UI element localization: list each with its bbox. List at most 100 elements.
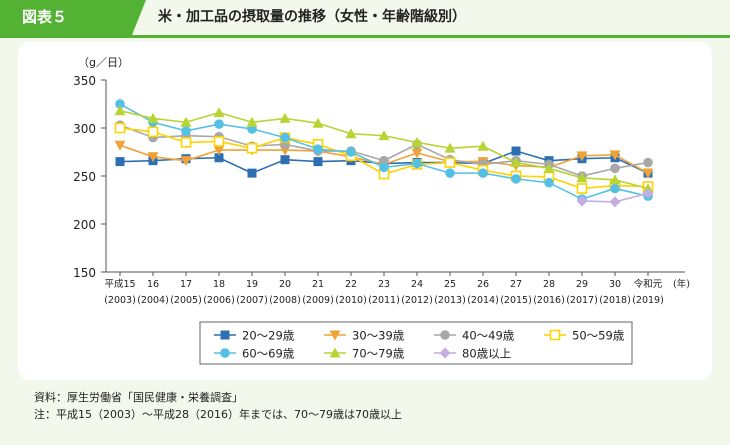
footnotes: 資料：厚生労働省「国民健康・栄養調査」 注：平成15（2003）～平成28（20… xyxy=(34,389,402,423)
data-point-series-4 xyxy=(379,162,389,173)
data-point-series-1 xyxy=(180,156,192,167)
data-point-series-4 xyxy=(115,99,125,109)
legend-label: 60～69歳 xyxy=(242,347,295,361)
line-chart: （g／日） 150 200 250 300 350 平成15 (2003) 16 (2004) 17… xyxy=(73,56,690,365)
data-point-series-0 xyxy=(511,146,521,156)
x-tick-label-year: (2011) xyxy=(368,295,400,306)
figure-header: 図表５ 米・加工品の摂取量の推移（女性・年齢階級別） xyxy=(0,0,730,38)
data-point-series-0 xyxy=(214,153,224,163)
data-point-series-3 xyxy=(147,126,159,138)
period-note: 注：平成15（2003）～平成28（2016）年までは、70～79歳は70歳以上 xyxy=(34,408,402,421)
data-point-series-4 xyxy=(412,158,422,169)
data-point-series-3 xyxy=(213,136,225,147)
chart-title: 米・加工品の摂取量の推移（女性・年齢階級別） xyxy=(158,9,466,25)
legend-label: 70～79歳 xyxy=(352,347,405,361)
x-tick-label-era: 30 xyxy=(609,279,621,290)
data-point-series-4 xyxy=(181,126,191,136)
data-point-series-4 xyxy=(214,119,224,129)
x-tick-label-era: 22 xyxy=(345,279,357,290)
legend-marker xyxy=(220,330,230,340)
legend-marker xyxy=(329,347,341,358)
data-point-series-0 xyxy=(247,168,257,178)
x-tick-label-era: 26 xyxy=(477,279,489,290)
x-tick-label-era: 18 xyxy=(213,279,225,290)
x-tick-label-year: (2007) xyxy=(236,295,268,306)
data-point-series-4 xyxy=(544,177,554,188)
legend-label: 80歳以上 xyxy=(462,347,511,361)
data-point-series-6 xyxy=(609,196,621,208)
data-point-series-3 xyxy=(114,122,126,134)
x-tick-label-era: 25 xyxy=(444,279,456,290)
data-point-series-5 xyxy=(378,130,390,141)
x-tick-label-year: (2005) xyxy=(170,295,202,306)
data-point-series-5 xyxy=(114,105,126,116)
data-point-series-2 xyxy=(610,163,620,174)
legend-marker xyxy=(329,330,341,341)
data-point-series-4 xyxy=(346,147,356,157)
x-tick-label-year: (2003) xyxy=(104,295,136,306)
data-point-series-5 xyxy=(444,142,456,153)
data-point-series-3 xyxy=(444,157,456,168)
data-point-series-6 xyxy=(576,195,588,207)
data-point-series-0 xyxy=(313,157,323,167)
data-point-series-4 xyxy=(313,144,323,154)
x-tick-label-year: (2006) xyxy=(203,295,235,306)
x-axis-unit: (年) xyxy=(673,278,690,290)
x-tick-label-year: (2016) xyxy=(533,295,565,306)
x-tick-label-year: (2010) xyxy=(335,295,367,306)
data-point-series-5 xyxy=(477,140,489,151)
legend-marker xyxy=(439,347,451,359)
y-tick-label: 250 xyxy=(73,170,96,184)
chart-panel: （g／日） 150 200 250 300 350 平成15 (2003) 16 (2004) 17… xyxy=(18,42,712,380)
x-tick-label-era: 29 xyxy=(576,279,588,290)
x-tick-label-era: 27 xyxy=(510,279,522,290)
x-tick-label-era: 23 xyxy=(378,279,390,290)
x-tick-label-era: 24 xyxy=(411,279,423,290)
x-tick-label-year: (2012) xyxy=(401,295,433,306)
legend-box xyxy=(199,321,633,365)
data-point-series-6 xyxy=(642,187,654,199)
data-point-series-5 xyxy=(180,116,192,127)
data-point-series-4 xyxy=(478,168,488,178)
data-point-series-3 xyxy=(576,183,588,194)
data-point-series-3 xyxy=(246,142,258,154)
x-tick-label-year: (2013) xyxy=(434,295,466,306)
x-tick-label-era: 16 xyxy=(147,279,159,290)
legend-marker xyxy=(440,330,450,340)
data-point-series-3 xyxy=(180,137,192,148)
data-point-series-1 xyxy=(114,140,126,151)
data-point-series-1 xyxy=(147,152,159,163)
x-tick-label-year: (2018) xyxy=(599,295,631,306)
data-point-series-4 xyxy=(511,174,521,184)
x-tick-label-era: 20 xyxy=(279,279,291,290)
source-note: 資料：厚生労働省「国民健康・栄養調査」 xyxy=(34,391,243,404)
x-tick-label-year: (2014) xyxy=(467,295,499,306)
data-point-series-5 xyxy=(411,136,423,147)
data-point-series-4 xyxy=(610,183,620,194)
data-point-series-1 xyxy=(411,148,423,159)
x-tick-label-year: (2004) xyxy=(137,295,169,306)
data-point-series-5 xyxy=(543,162,555,173)
data-point-series-1 xyxy=(576,151,588,162)
data-point-series-2 xyxy=(643,157,653,168)
legend-marker xyxy=(549,329,561,341)
data-point-series-0 xyxy=(280,155,290,165)
badge-arrow xyxy=(132,0,146,35)
data-point-series-5 xyxy=(510,157,522,168)
x-tick-label-year: (2008) xyxy=(269,295,301,306)
x-tick-label-era: 17 xyxy=(180,279,192,290)
legend-label: 20～29歳 xyxy=(242,329,295,343)
data-point-series-1 xyxy=(609,150,621,161)
data-point-series-5 xyxy=(576,172,588,183)
y-tick-label: 350 xyxy=(73,74,96,88)
figure-badge: 図表５ xyxy=(0,0,132,35)
data-point-series-1 xyxy=(642,168,654,179)
data-point-series-1 xyxy=(213,145,225,156)
y-tick-label: 150 xyxy=(73,266,96,280)
x-tick-label-year: (2017) xyxy=(566,295,598,306)
data-point-series-4 xyxy=(280,132,290,143)
y-tick-label: 300 xyxy=(73,122,96,136)
legend-label: 30～39歳 xyxy=(352,329,405,343)
data-point-series-5 xyxy=(609,174,621,185)
data-point-series-5 xyxy=(213,107,225,118)
